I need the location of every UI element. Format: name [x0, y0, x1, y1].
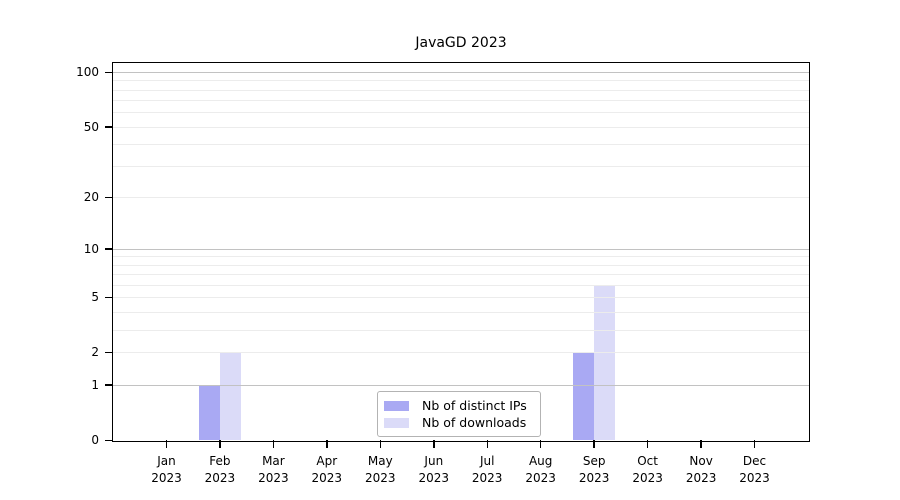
major-gridline: [113, 72, 809, 73]
minor-gridline: [113, 311, 809, 313]
minor-gridline: [113, 297, 809, 299]
bar-distinct-ips: [573, 352, 595, 440]
y-tick: [104, 248, 112, 250]
minor-gridline: [113, 89, 809, 91]
y-tick: [104, 384, 112, 386]
x-axis: Jan 2023 Feb 2023 Mar 2023 Apr 2023 May 2023…: [113, 63, 809, 485]
y-axis: 0 1 2 5 10 20 50 100: [76, 63, 809, 447]
x-tick-label: Sep 2023: [578, 454, 610, 485]
x-tick-label: Jun 2023: [418, 454, 450, 485]
y-tick: [104, 71, 112, 73]
y-tick-label: 0: [91, 433, 99, 447]
legend-swatch-distinct-ips: [384, 400, 409, 411]
minor-gridline: [113, 256, 809, 258]
y-tick: [104, 439, 112, 441]
x-tick-label: Jan 2023: [151, 454, 182, 485]
minor-gridline: [113, 126, 809, 128]
legend-item-distinct-ips: Nb of distinct IPs: [384, 397, 533, 414]
y-tick: [104, 351, 112, 354]
minor-gridline: [113, 143, 809, 145]
legend-swatch-downloads: [384, 417, 409, 428]
x-tick-label: Feb 2023: [204, 454, 236, 485]
plot-area: 0 1 2 5 10 20 50 100 Jan 2023 Feb 2023 Mar 2023 Ap…: [76, 62, 810, 485]
x-tick: [700, 440, 702, 448]
bar-downloads: [219, 352, 241, 440]
minor-gridline: [113, 197, 809, 199]
minor-gridline: [113, 166, 809, 168]
x-tick: [326, 440, 328, 448]
gridlines-layer: [113, 63, 809, 441]
y-tick-label: 20: [83, 190, 99, 205]
major-gridline: [113, 248, 809, 250]
y-tick-label: 10: [83, 241, 99, 256]
minor-gridline: [113, 264, 809, 266]
x-tick: [753, 440, 756, 448]
legend-label: Nb of distinct IPs: [422, 398, 527, 413]
y-tick-label: 50: [83, 119, 99, 134]
y-tick-label: 2: [91, 345, 99, 360]
x-tick: [433, 440, 435, 448]
y-tick: [104, 296, 112, 299]
legend: Nb of distinct IPs Nb of downloads: [377, 391, 541, 437]
minor-gridline: [113, 112, 809, 114]
legend-item-downloads: Nb of downloads: [384, 414, 533, 431]
y-tick: [104, 196, 112, 199]
x-tick: [539, 440, 542, 448]
x-tick-label: Nov 2023: [685, 454, 717, 485]
major-gridline: [113, 384, 809, 386]
x-tick: [486, 440, 488, 448]
bars-layer: [113, 63, 809, 441]
x-tick: [593, 440, 595, 448]
minor-gridline: [113, 284, 809, 286]
minor-gridline: [113, 80, 809, 82]
x-tick: [165, 440, 168, 448]
x-tick-label: Apr 2023: [311, 454, 343, 485]
minor-gridline: [113, 329, 809, 331]
x-tick-label: Dec 2023: [739, 454, 770, 485]
bar-downloads: [594, 284, 616, 440]
minor-gridline: [113, 274, 809, 276]
x-tick-label: May 2023: [365, 454, 396, 485]
y-tick-label: 1: [91, 377, 99, 392]
y-tick-label: 5: [91, 290, 99, 305]
chart-title: JavaGD 2023: [415, 35, 507, 51]
y-tick-label: 100: [76, 65, 99, 79]
y-tick: [104, 126, 112, 128]
x-tick-label: Mar 2023: [258, 454, 289, 485]
x-tick: [272, 440, 275, 448]
legend-label: Nb of downloads: [422, 415, 527, 430]
x-tick-label: Aug 2023: [525, 454, 556, 485]
minor-gridline: [113, 100, 809, 102]
x-tick: [219, 440, 221, 448]
x-tick: [646, 440, 649, 448]
bar-distinct-ips: [198, 384, 220, 440]
x-tick: [379, 440, 382, 448]
x-tick-label: Oct 2023: [632, 454, 663, 485]
minor-gridline: [113, 352, 809, 354]
x-tick-label: Jul 2023: [471, 454, 503, 485]
